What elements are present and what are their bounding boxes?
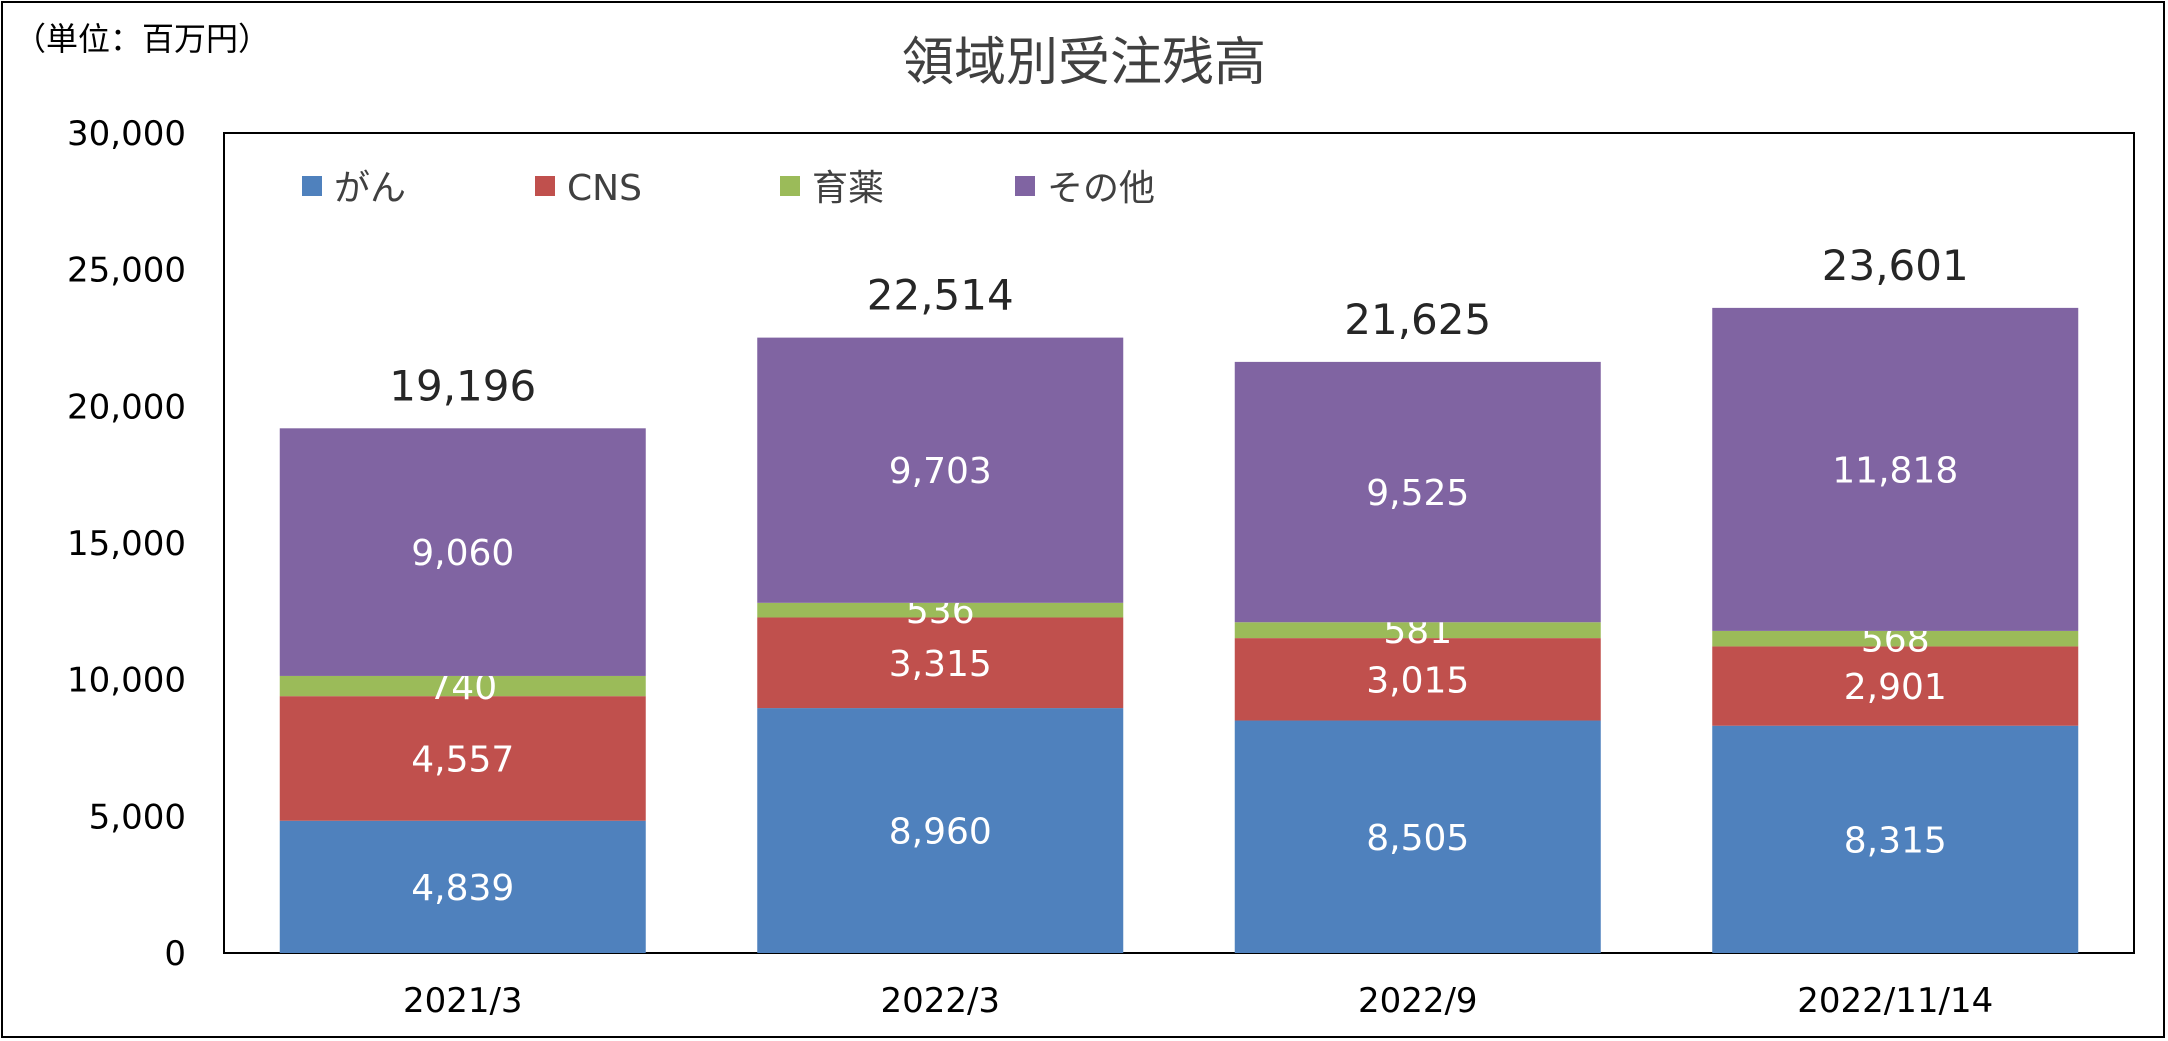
total-label: 19,196	[389, 361, 536, 410]
x-tick-label: 2022/11/14	[1797, 981, 1993, 1021]
data-label: 9,703	[889, 451, 992, 492]
data-label: 9,060	[411, 533, 514, 574]
data-label: 9,525	[1366, 473, 1469, 514]
bar-segment	[279, 428, 646, 676]
legend-label: 育薬	[812, 168, 884, 209]
total-label: 22,514	[867, 271, 1014, 320]
bar-segment	[1712, 725, 2079, 953]
bar-segment	[279, 696, 646, 821]
y-tick-label: 10,000	[67, 661, 186, 701]
bar-segment	[1712, 307, 2079, 631]
x-tick-label: 2021/3	[403, 981, 523, 1021]
y-tick-label: 5,000	[89, 797, 186, 837]
bar-segment	[1234, 622, 1601, 639]
legend: がん CNS 育薬 その他	[302, 168, 1155, 209]
unit-label: （単位：百万円）	[14, 20, 270, 58]
total-label: 23,601	[1822, 241, 1969, 290]
bars: 4,8394,5577409,06019,1962021/38,9603,315…	[279, 241, 2079, 1021]
y-axis: 0 5,000 10,000 15,000 20,000 25,000 30,000	[67, 114, 186, 974]
plot-area	[223, 132, 2135, 954]
bar-segment	[757, 337, 1124, 603]
y-tick-label: 0	[164, 934, 186, 974]
x-tick-label: 2022/9	[1358, 981, 1478, 1021]
bar-segment	[757, 708, 1124, 953]
data-label: 4,839	[411, 868, 514, 909]
legend-swatch	[535, 176, 555, 196]
total-label: 21,625	[1344, 295, 1491, 344]
chart-title: 領域別受注残高	[902, 33, 1266, 93]
bar-segment	[279, 675, 646, 697]
legend-swatch	[302, 176, 322, 196]
legend-label: がん	[334, 168, 406, 209]
legend-label: CNS	[567, 168, 642, 209]
data-label: 8,960	[889, 812, 992, 853]
legend-swatch	[780, 176, 800, 196]
legend-label: その他	[1047, 168, 1155, 209]
y-tick-label: 25,000	[67, 251, 186, 291]
data-label: 8,315	[1844, 820, 1947, 861]
bar-segment	[1712, 646, 2079, 726]
bar-segment	[1234, 638, 1601, 721]
data-label: 11,818	[1832, 450, 1958, 491]
data-label: 8,505	[1366, 818, 1469, 859]
legend-swatch	[1015, 176, 1035, 196]
data-label: 3,315	[889, 644, 992, 685]
bar-segment	[1234, 361, 1601, 623]
bar-segment	[757, 602, 1124, 618]
data-label: 3,015	[1366, 660, 1469, 701]
x-tick-label: 2022/3	[880, 981, 1000, 1021]
y-tick-label: 30,000	[67, 114, 186, 154]
y-tick-label: 15,000	[67, 524, 186, 564]
data-label: 4,557	[411, 739, 514, 780]
data-label: 2,901	[1844, 667, 1947, 708]
bar-segment	[757, 617, 1124, 709]
y-tick-label: 20,000	[67, 387, 186, 427]
bar-segment	[279, 820, 646, 953]
bar-segment	[1234, 720, 1601, 953]
bar-segment	[1712, 630, 2079, 647]
